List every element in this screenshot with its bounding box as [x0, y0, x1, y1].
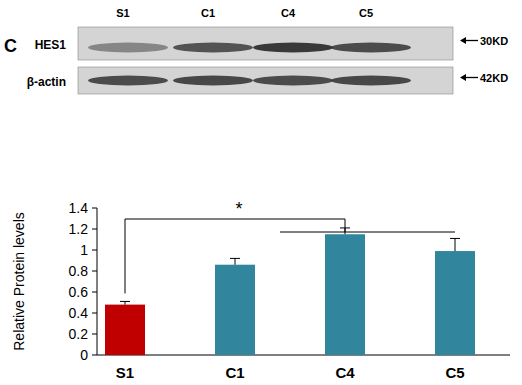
error-bar — [120, 301, 130, 304]
arrow-head — [460, 74, 466, 81]
blot-band — [88, 76, 168, 86]
y-tick — [92, 334, 97, 335]
annotation: * — [235, 199, 242, 219]
lane-label: C1 — [201, 7, 215, 19]
root: C S1 C1 C4 C5 HES1 30KD β-actin 42KD 0 0.2 0.4 0.6 0.… — [0, 0, 522, 385]
y-tick-label: 0.6 — [69, 284, 89, 300]
error-bar — [230, 258, 240, 264]
blot-band — [173, 76, 253, 86]
size-label: 42KD — [480, 72, 508, 84]
arrow-head — [460, 37, 466, 44]
y-tick-label: 0 — [80, 347, 88, 363]
blot-band — [253, 43, 333, 53]
blot-strip — [78, 67, 453, 94]
y-tick — [92, 250, 97, 251]
lane-label: C4 — [281, 7, 296, 19]
y-tick — [92, 355, 97, 356]
significance-bracket — [125, 219, 455, 293]
blot-band — [331, 76, 411, 86]
y-tick — [92, 313, 97, 314]
bar — [435, 251, 475, 355]
background — [0, 0, 522, 385]
size-label: 30KD — [480, 35, 508, 47]
chart: C S1 C1 C4 C5 HES1 30KD β-actin 42KD 0 0.2 0.4 0.6 0.… — [0, 0, 522, 385]
panel-label: C — [4, 36, 17, 56]
bars — [105, 228, 475, 355]
row-label: HES1 — [35, 38, 67, 52]
y-tick — [92, 229, 97, 230]
bar — [325, 234, 365, 355]
y-tick-label: 1 — [80, 242, 88, 258]
y-tick-label: 0.8 — [69, 263, 89, 279]
y-axis-title: Relative Protein levels — [11, 212, 27, 351]
lane-label: S1 — [116, 7, 129, 19]
x-tick-label: S1 — [116, 364, 134, 381]
row-label: β-actin — [27, 75, 66, 89]
x-tick-label: C4 — [335, 364, 355, 381]
y-tick-label: 0.4 — [69, 305, 89, 321]
y-tick — [92, 208, 97, 209]
x-tick-label: C5 — [445, 364, 464, 381]
blot-band — [253, 76, 333, 86]
y-tick — [92, 271, 97, 272]
bar — [105, 305, 145, 355]
y-tick-label: 1.4 — [69, 200, 89, 216]
error-bar — [450, 238, 460, 251]
y-axis — [97, 208, 98, 355]
blot-band — [88, 43, 168, 53]
y-tick — [92, 292, 97, 293]
y-tick-label: 1.2 — [69, 221, 89, 237]
blot-band — [173, 43, 253, 53]
y-tick-label: 0.2 — [69, 326, 89, 342]
blot-strip — [78, 27, 453, 60]
lane-label: C5 — [359, 7, 373, 19]
blot-band — [331, 43, 411, 53]
x-tick-label: C1 — [225, 364, 244, 381]
bar — [215, 265, 255, 355]
